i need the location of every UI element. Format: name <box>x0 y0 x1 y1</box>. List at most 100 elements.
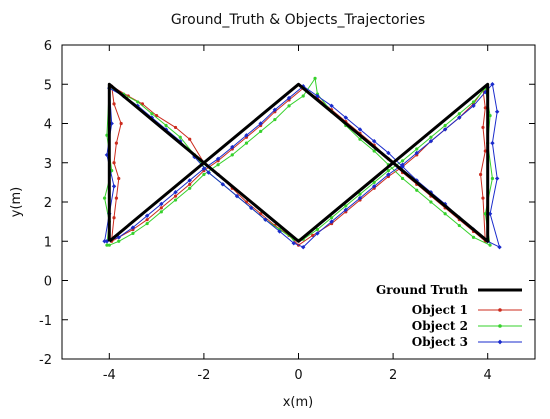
data-point <box>371 184 377 189</box>
data-point <box>244 141 249 145</box>
legend-marker <box>498 308 502 312</box>
data-point <box>343 207 348 213</box>
data-point <box>479 172 483 177</box>
data-point <box>311 233 315 237</box>
data-point <box>117 239 121 243</box>
data-point <box>488 114 492 118</box>
x-tick-label: 2 <box>389 368 397 383</box>
data-point <box>301 244 306 250</box>
data-point <box>457 112 461 116</box>
data-point <box>104 239 110 244</box>
x-axis-label: x(m) <box>283 395 314 410</box>
legend-label: Object 3 <box>412 335 468 349</box>
y-tick-label: 4 <box>44 118 52 133</box>
chart-title: Ground_Truth & Objects_Trajectories <box>171 12 425 28</box>
data-point <box>358 137 362 141</box>
data-point <box>112 102 116 106</box>
data-point <box>457 223 461 228</box>
data-point <box>114 196 118 200</box>
data-point <box>428 189 434 195</box>
data-point <box>173 125 178 130</box>
data-point <box>442 127 448 132</box>
data-point <box>400 176 405 181</box>
data-point <box>159 201 164 207</box>
data-point <box>136 100 140 104</box>
data-point <box>188 186 192 190</box>
data-point <box>443 123 447 128</box>
data-point <box>488 243 492 247</box>
legend-label: Ground Truth <box>376 283 468 297</box>
data-point <box>114 141 118 145</box>
data-point <box>414 150 419 156</box>
data-point <box>216 163 220 167</box>
data-point <box>313 76 317 80</box>
data-point <box>400 164 405 169</box>
data-point <box>428 138 434 144</box>
data-point <box>386 169 390 173</box>
data-point <box>159 210 163 214</box>
data-point <box>471 235 476 239</box>
data-point <box>415 188 419 192</box>
data-point <box>102 196 107 200</box>
axis-ticks: -4 -2 0 2 4 -2 -1 0 1 2 3 4 5 6 <box>39 39 535 383</box>
data-point <box>400 159 405 163</box>
series-object-2 <box>102 76 495 247</box>
data-point <box>287 104 291 108</box>
y-tick-label: 2 <box>44 196 52 211</box>
data-point <box>494 109 500 114</box>
series-layer <box>102 76 502 250</box>
data-point <box>145 221 149 226</box>
y-tick-label: 3 <box>44 157 52 172</box>
data-point <box>263 217 268 222</box>
data-point <box>291 241 296 246</box>
data-point <box>301 94 305 98</box>
y-tick-label: 5 <box>44 78 52 93</box>
data-point <box>481 125 485 130</box>
data-point <box>329 219 334 224</box>
data-point <box>105 243 109 247</box>
data-point <box>315 231 320 236</box>
data-point <box>102 239 107 244</box>
y-axis-label: y(m) <box>9 187 24 218</box>
data-point <box>483 212 487 216</box>
data-point <box>230 144 235 150</box>
data-point <box>230 153 234 157</box>
data-point <box>277 229 282 234</box>
data-point <box>371 138 377 144</box>
y-tick-label: -2 <box>39 353 52 368</box>
data-point <box>372 149 376 153</box>
data-point <box>273 117 277 122</box>
data-point <box>112 161 116 165</box>
series-line <box>107 82 490 243</box>
data-point <box>131 231 135 235</box>
x-tick-label: -2 <box>197 368 210 383</box>
data-point <box>117 176 121 181</box>
data-point <box>259 129 263 133</box>
data-point <box>173 194 178 198</box>
series-line <box>104 77 493 246</box>
data-point <box>358 192 362 196</box>
data-point <box>329 103 334 109</box>
data-point <box>105 133 109 137</box>
x-tick-label: 0 <box>294 368 302 383</box>
data-point <box>494 176 500 181</box>
data-point <box>150 112 154 116</box>
data-point <box>202 172 206 177</box>
data-point <box>443 212 447 216</box>
series-object-3 <box>102 82 502 250</box>
data-point <box>144 213 150 218</box>
data-point <box>386 150 391 156</box>
data-point <box>483 106 487 110</box>
data-point <box>457 115 462 120</box>
series-line <box>111 85 486 246</box>
data-point <box>471 100 476 104</box>
series-ground-truth <box>107 82 490 243</box>
data-point <box>159 206 163 210</box>
data-point <box>490 176 495 181</box>
data-point <box>490 140 495 146</box>
data-point <box>234 193 240 199</box>
data-point <box>188 182 192 186</box>
data-point <box>386 172 391 177</box>
data-point <box>315 227 320 232</box>
data-point <box>372 180 376 184</box>
